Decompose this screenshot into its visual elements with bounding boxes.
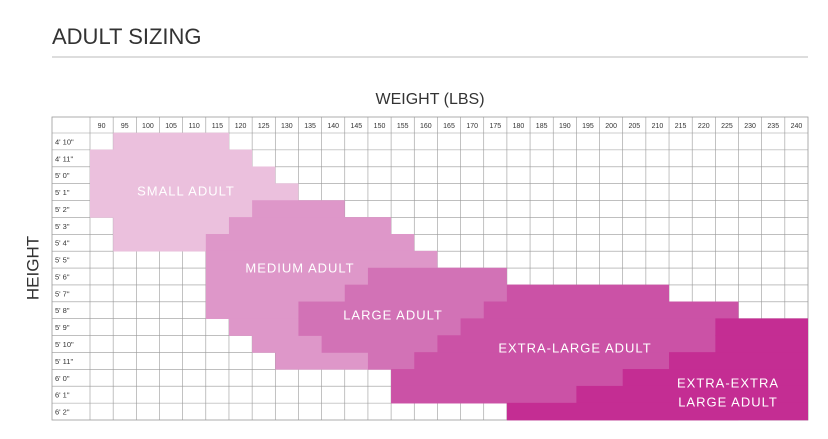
weight-label: 95 <box>121 123 129 130</box>
height-label: 5' 5" <box>55 256 70 265</box>
height-label: 5' 8" <box>55 306 70 315</box>
size-cell-span <box>367 267 507 286</box>
size-cell-span <box>715 335 808 353</box>
weight-label: 140 <box>327 123 339 130</box>
height-label: 5' 11" <box>55 357 73 366</box>
region-label: SMALL ADULT <box>137 183 235 198</box>
weight-label: 165 <box>443 123 455 130</box>
height-label: 5' 2" <box>55 205 70 214</box>
height-label: 5' 3" <box>55 222 70 231</box>
height-label: 5' 0" <box>55 171 70 180</box>
height-label: 5' 4" <box>55 239 70 248</box>
height-label: 4' 11" <box>55 154 73 163</box>
y-label: HEIGHT <box>23 236 42 300</box>
height-label: 6' 0" <box>55 374 70 383</box>
weight-label: 230 <box>744 123 756 130</box>
height-label: 5' 7" <box>55 289 70 298</box>
region-label: LARGE ADULT <box>343 307 443 322</box>
weight-label: 125 <box>258 123 270 130</box>
size-cell-span <box>275 352 392 370</box>
size-cell-span <box>113 132 229 151</box>
size-cell-span <box>506 402 808 421</box>
weight-label: 115 <box>212 123 223 130</box>
region-label: EXTRA-LARGE ADULT <box>498 340 651 355</box>
weight-label: 145 <box>351 123 363 130</box>
page-title: ADULT SIZING <box>52 24 202 49</box>
x-label: WEIGHT (LBS) <box>375 91 484 108</box>
weight-label: 90 <box>98 123 106 130</box>
size-cell-span <box>669 352 808 370</box>
weight-label: 195 <box>582 123 594 130</box>
size-cell-span <box>576 385 808 404</box>
weight-label: 135 <box>304 123 316 130</box>
region-labels: SMALL ADULT MEDIUM ADULT LARGE ADULT EXTRA-… <box>137 183 779 409</box>
weight-label: 200 <box>605 123 617 130</box>
weight-label: 150 <box>374 123 386 130</box>
region-label: EXTRA-EXTRA <box>677 375 779 390</box>
size-cell-span <box>90 183 299 201</box>
size-cell-span <box>205 233 415 252</box>
size-cell-span <box>483 301 739 320</box>
weight-label: 220 <box>698 123 710 130</box>
size-cell-span <box>506 284 670 303</box>
size-cell-span <box>344 284 531 303</box>
weight-label: 215 <box>675 123 687 130</box>
size-cell-span <box>205 250 438 269</box>
weight-label: 175 <box>489 123 501 130</box>
weight-label: 240 <box>791 123 803 130</box>
size-cell-span <box>90 166 276 184</box>
size-cell-span <box>228 217 392 235</box>
size-cell-span <box>90 149 253 168</box>
weight-label: 180 <box>513 123 525 130</box>
weight-label: 100 <box>142 123 154 130</box>
weight-label: 120 <box>235 123 247 130</box>
size-cell-span <box>252 200 345 218</box>
weight-label: 185 <box>536 123 548 130</box>
size-cell-span <box>113 233 229 252</box>
height-label: 6' 1" <box>55 391 70 400</box>
weight-label: 210 <box>652 123 664 130</box>
size-cell-span <box>437 335 762 353</box>
size-cell-span <box>715 318 808 336</box>
region-label: LARGE ADULT <box>678 394 778 409</box>
size-cell-span <box>622 369 808 387</box>
weight-label: 170 <box>466 123 478 130</box>
size-cell-span <box>298 301 531 320</box>
regions <box>90 132 808 421</box>
weight-label: 130 <box>281 123 293 130</box>
weight-label: 190 <box>559 123 571 130</box>
weight-label: 205 <box>628 123 640 130</box>
height-label: 4' 10" <box>55 137 74 146</box>
height-label: 5' 1" <box>55 188 70 197</box>
region-label: MEDIUM ADULT <box>245 260 354 275</box>
size-cell-span <box>90 200 276 218</box>
height-label: 6' 2" <box>55 408 70 417</box>
height-label: 5' 9" <box>55 323 70 332</box>
size-cell-span <box>460 318 739 336</box>
weight-label: 110 <box>189 123 200 130</box>
weight-label: 105 <box>165 123 177 130</box>
weight-label: 225 <box>721 123 733 130</box>
weight-label: 155 <box>397 123 409 130</box>
height-label: 5' 10" <box>55 340 74 349</box>
weight-label: 235 <box>767 123 779 130</box>
height-label: 5' 6" <box>55 272 70 281</box>
weight-label: 160 <box>420 123 432 130</box>
